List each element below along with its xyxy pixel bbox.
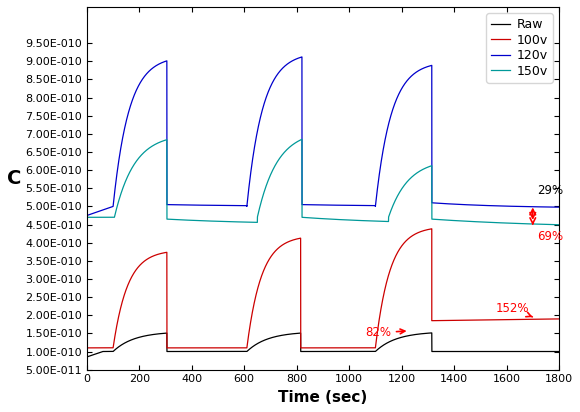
Raw: [199, 349, 206, 354]
100v: [84, 345, 90, 350]
100v: [199, 345, 206, 350]
150v: [359, 218, 366, 223]
150v: [556, 222, 563, 227]
Raw: [216, 349, 223, 354]
100v: [195, 345, 202, 350]
Y-axis label: C: C: [7, 169, 21, 188]
120v: [84, 213, 90, 218]
Raw: [195, 349, 202, 354]
100v: [331, 345, 338, 350]
Legend: Raw, 100v, 120v, 150v: Raw, 100v, 120v, 150v: [487, 13, 553, 83]
150v: [216, 219, 223, 224]
Raw: [556, 349, 563, 354]
150v: [331, 217, 338, 222]
Text: 69%: 69%: [536, 230, 563, 243]
Line: 100v: 100v: [87, 229, 559, 348]
150v: [374, 219, 381, 224]
X-axis label: Time (sec): Time (sec): [278, 390, 368, 405]
120v: [199, 203, 206, 208]
Text: 152%: 152%: [496, 302, 532, 317]
Line: 150v: 150v: [87, 139, 559, 225]
Raw: [374, 347, 381, 352]
120v: [374, 184, 381, 189]
Text: 29%: 29%: [536, 184, 563, 197]
100v: [556, 316, 563, 321]
Text: 82%: 82%: [365, 326, 405, 339]
Line: 120v: 120v: [87, 57, 559, 215]
120v: [359, 203, 366, 208]
Raw: [331, 349, 338, 354]
150v: [195, 218, 202, 223]
Raw: [359, 349, 366, 354]
Line: Raw: Raw: [87, 333, 559, 357]
150v: [199, 218, 206, 223]
100v: [428, 226, 435, 231]
120v: [556, 205, 563, 210]
100v: [374, 328, 381, 332]
120v: [299, 54, 306, 59]
120v: [216, 203, 223, 208]
100v: [359, 345, 366, 350]
Raw: [84, 354, 90, 359]
150v: [84, 215, 90, 220]
120v: [195, 203, 202, 208]
100v: [216, 345, 223, 350]
120v: [331, 203, 338, 208]
150v: [299, 137, 306, 142]
Raw: [428, 330, 435, 335]
